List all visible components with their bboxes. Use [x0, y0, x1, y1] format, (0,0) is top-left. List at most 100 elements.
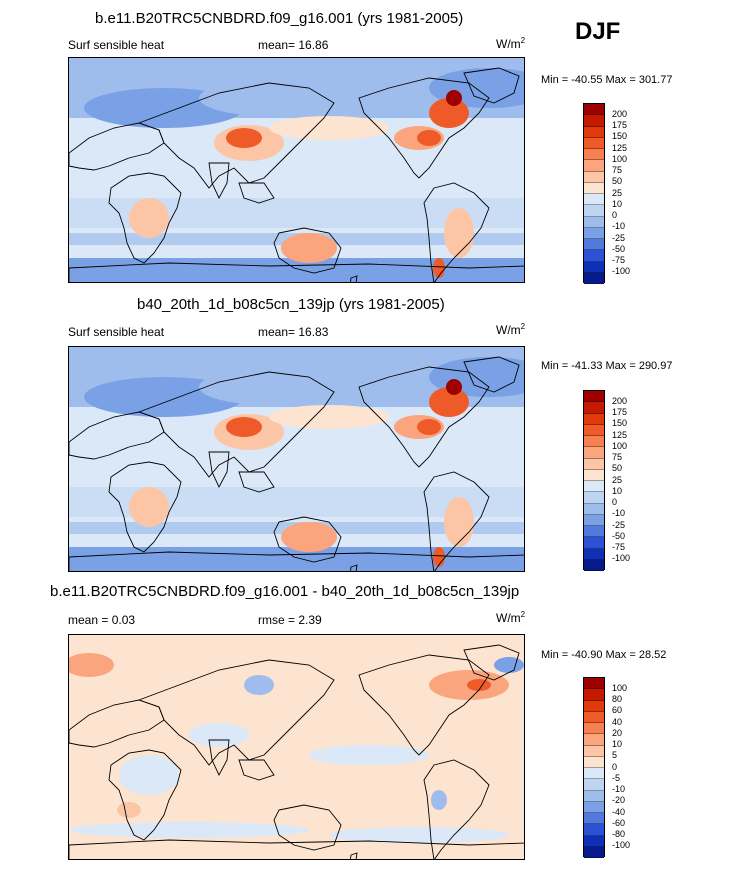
field-contour [269, 405, 389, 429]
colorbar-swatch [584, 227, 604, 239]
colorbar-swatch [584, 436, 604, 448]
colorbar-tick-label: 100 [612, 440, 628, 451]
coastline-seasia [238, 759, 275, 781]
coastline-europe [69, 411, 165, 460]
colorbar-swatch [584, 526, 604, 538]
field-contour [199, 80, 339, 116]
colorbar-swatch [584, 171, 604, 183]
field-contour [226, 128, 262, 148]
colorbar-swatch [584, 424, 604, 436]
colorbar-swatch [584, 182, 604, 194]
colorbar-tick-label: 100 [612, 682, 628, 693]
panel-3-rmse-label: rmse = 2.39 [258, 613, 322, 627]
field-contour [467, 679, 491, 691]
colorbar-tick-label: -10 [612, 508, 626, 519]
colorbar-swatch [584, 137, 604, 149]
colorbar-tick-label: -50 [612, 243, 626, 254]
colorbar-swatch [584, 126, 604, 138]
coastline-asia [137, 659, 335, 766]
colorbar-tick-label: 200 [612, 395, 628, 406]
coastline-australia [273, 516, 342, 563]
coastline-samerica [423, 471, 490, 571]
colorbar-swatch [584, 391, 604, 403]
coastline-asia [137, 371, 335, 478]
colorbar-swatch [584, 272, 604, 284]
colorbar-swatch [584, 734, 604, 746]
panel-2-mean-label: mean= 16.83 [258, 325, 329, 339]
coastline-samerica [423, 182, 490, 282]
field-contour [129, 198, 169, 238]
colorbar-swatch [584, 149, 604, 161]
colorbar-swatch [584, 447, 604, 459]
panel-1-mean-label: mean= 16.86 [258, 38, 329, 52]
panel-2-title: b40_20th_1d_b08c5cn_139jp (yrs 1981-2005… [137, 296, 445, 313]
colorbar-tick-label: 20 [612, 727, 623, 738]
colorbar-tick-label: -25 [612, 519, 626, 530]
colorbar-swatch [584, 835, 604, 847]
colorbar-tick-label: 5 [612, 750, 618, 761]
colorbar-swatch [584, 678, 604, 690]
field-contour [244, 675, 274, 695]
field-contour [433, 547, 445, 567]
colorbar-tick-label: 75 [612, 165, 623, 175]
colorbar-swatch [584, 779, 604, 791]
coastline-australia [273, 804, 342, 851]
colorbar-swatch [584, 846, 604, 858]
coastline-africa [108, 749, 182, 841]
colorbar-tick-label: 200 [612, 108, 628, 119]
field-contour [129, 487, 169, 527]
field-contour [189, 723, 249, 747]
colorbar-swatch [584, 537, 604, 549]
field-contour [429, 387, 469, 417]
colorbar-swatch [584, 261, 604, 273]
field-band [69, 547, 524, 571]
panel-3-colorbar [583, 677, 605, 858]
field-contour [494, 657, 524, 673]
coastline-antarctica [69, 839, 524, 859]
season-label: DJF [575, 18, 621, 45]
field-contour [417, 130, 441, 146]
field-contour [226, 417, 262, 437]
colorbar-swatch [584, 548, 604, 560]
coastline-india [208, 162, 230, 200]
field-contour [444, 497, 474, 547]
coastline-antarctica [69, 262, 524, 282]
coastline-asia [137, 82, 335, 189]
field-contour [269, 116, 389, 140]
colorbar-tick-label: 0 [612, 210, 618, 220]
field-contour [309, 745, 429, 765]
colorbar-tick-label: -100 [612, 266, 631, 277]
colorbar-tick-label: -5 [612, 772, 621, 783]
coastline-namerica [358, 77, 490, 179]
panel-2-units: W/m2 [496, 322, 526, 337]
panel-3-minmax: Min = -40.90 Max = 28.52 [541, 649, 667, 661]
colorbar-swatch [584, 413, 604, 425]
colorbar-swatch [584, 711, 604, 723]
colorbar-swatch [584, 194, 604, 206]
panel-1-colorbar [583, 103, 605, 284]
colorbar-tick-label: 40 [612, 716, 623, 727]
field-band [69, 258, 524, 282]
colorbar-swatch [584, 689, 604, 701]
colorbar-swatch [584, 745, 604, 757]
colorbar-swatch [584, 205, 604, 217]
panel-1-minmax: Min = -40.55 Max = 301.77 [541, 74, 673, 86]
field-contour [281, 233, 337, 263]
coastline-seasia [238, 182, 275, 204]
colorbar-swatch [584, 801, 604, 813]
colorbar-swatch [584, 481, 604, 493]
colorbar-swatch [584, 115, 604, 127]
coastline-greenland [463, 356, 520, 393]
field-contour [433, 258, 445, 278]
colorbar-swatch [584, 790, 604, 802]
field-contour [431, 790, 447, 810]
colorbar-tick-label: -20 [612, 795, 626, 806]
colorbar-swatch [584, 824, 604, 836]
colorbar-swatch [584, 492, 604, 504]
field-contour [444, 208, 474, 258]
colorbar-swatch [584, 104, 604, 116]
field-contour [199, 369, 339, 405]
panel-3-units: W/m2 [496, 610, 526, 625]
coastline-nz [350, 564, 358, 571]
colorbar-tick-label: -75 [612, 542, 626, 552]
